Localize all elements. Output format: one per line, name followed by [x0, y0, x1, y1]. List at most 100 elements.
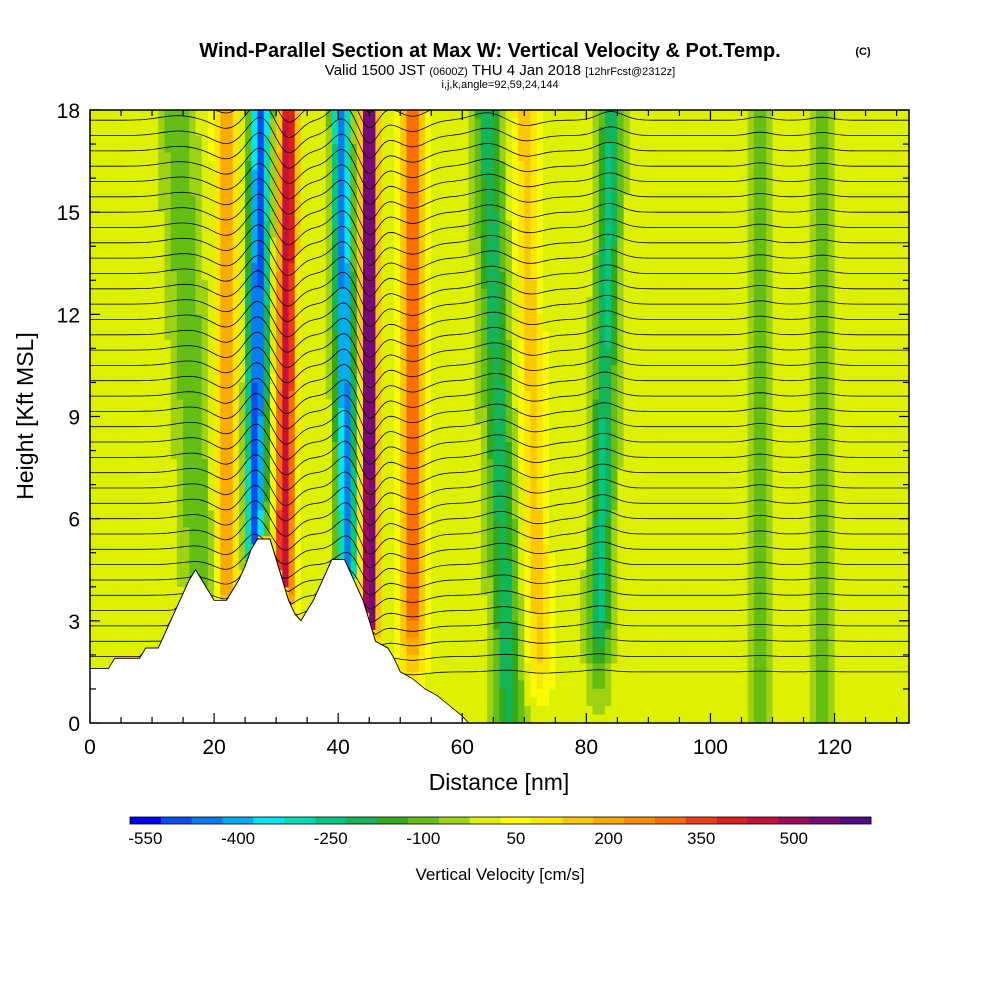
velocity-cell: [232, 110, 240, 120]
velocity-cell: [642, 399, 649, 409]
velocity-cell: [654, 263, 662, 273]
velocity-cell: [846, 246, 854, 256]
velocity-cell: [226, 212, 234, 222]
velocity-cell: [679, 416, 687, 426]
velocity-cell: [828, 195, 836, 205]
velocity-cell: [815, 348, 823, 358]
velocity-cell: [400, 407, 408, 418]
velocity-cell: [145, 246, 153, 256]
velocity-cell: [158, 390, 166, 401]
velocity-cell: [567, 382, 575, 392]
velocity-cell: [338, 305, 345, 315]
velocity-cell: [474, 246, 482, 256]
velocity-cell: [363, 399, 370, 409]
velocity-cell: [766, 407, 774, 418]
velocity-cell: [195, 280, 203, 290]
velocity-cell: [567, 254, 575, 264]
velocity-cell: [567, 220, 575, 230]
velocity-cell: [853, 390, 860, 401]
velocity-cell: [791, 305, 798, 315]
velocity-cell: [536, 186, 544, 196]
velocity-cell: [108, 305, 116, 315]
velocity-cell: [611, 305, 618, 315]
velocity-cell: [698, 339, 705, 349]
velocity-cell: [170, 229, 178, 239]
velocity-cell: [356, 331, 364, 341]
velocity-cell: [865, 399, 873, 409]
velocity-cell: [238, 407, 246, 418]
velocity-cell: [704, 305, 712, 315]
velocity-cell: [598, 161, 606, 171]
velocity-cell: [853, 322, 860, 332]
velocity-cell: [822, 373, 829, 384]
velocity-cell: [127, 365, 135, 375]
velocity-cell: [884, 237, 891, 247]
velocity-cell: [536, 322, 544, 332]
velocity-cell: [896, 407, 904, 418]
velocity-cell: [344, 305, 352, 315]
velocity-cell: [158, 263, 166, 273]
velocity-cell: [418, 280, 426, 290]
velocity-cell: [375, 169, 383, 179]
velocity-cell: [673, 212, 681, 222]
velocity-cell: [201, 152, 209, 162]
velocity-cell: [840, 246, 848, 256]
velocity-cell: [846, 390, 854, 401]
velocity-cell: [269, 246, 277, 256]
velocity-cell: [580, 331, 587, 341]
velocity-cell: [766, 212, 774, 222]
velocity-cell: [133, 365, 141, 375]
velocity-cell: [698, 263, 705, 273]
velocity-cell: [828, 212, 836, 222]
velocity-cell: [772, 135, 780, 145]
velocity-cell: [108, 390, 116, 401]
velocity-cell: [859, 161, 867, 171]
velocity-cell: [238, 271, 246, 281]
velocity-cell: [257, 237, 265, 247]
velocity-cell: [530, 220, 538, 230]
velocity-cell: [96, 212, 103, 222]
velocity-cell: [877, 127, 885, 137]
velocity-cell: [232, 356, 240, 367]
velocity-cell: [890, 212, 898, 222]
velocity-cell: [623, 229, 631, 239]
velocity-cell: [133, 425, 141, 435]
velocity-cell: [691, 110, 699, 120]
velocity-cell: [158, 425, 166, 435]
velocity-cell: [121, 246, 128, 256]
velocity-cell: [729, 254, 736, 264]
velocity-cell: [660, 271, 668, 281]
velocity-cell: [127, 331, 135, 341]
velocity-cell: [542, 254, 550, 264]
velocity-cell: [741, 203, 749, 213]
velocity-cell: [667, 229, 674, 239]
velocity-cell: [809, 212, 817, 222]
velocity-cell: [766, 127, 774, 137]
velocity-cell: [561, 161, 569, 171]
velocity-cell: [660, 203, 668, 213]
velocity-cell: [797, 407, 805, 418]
velocity-cell: [431, 348, 439, 358]
velocity-cell: [344, 229, 352, 239]
velocity-cell: [226, 220, 234, 230]
velocity-cell: [567, 203, 575, 213]
velocity-cell: [846, 297, 854, 307]
velocity-cell: [369, 322, 376, 332]
velocity-cell: [300, 195, 308, 205]
velocity-cell: [636, 246, 643, 256]
velocity-cell: [623, 365, 631, 375]
velocity-cell: [480, 288, 488, 298]
velocity-cell: [90, 254, 97, 264]
velocity-cell: [679, 339, 687, 349]
velocity-cell: [152, 382, 159, 392]
velocity-cell: [375, 110, 383, 120]
velocity-cell: [623, 246, 631, 256]
velocity-cell: [586, 280, 594, 290]
velocity-cell: [741, 169, 749, 179]
velocity-cell: [276, 144, 283, 154]
velocity-cell: [828, 399, 836, 409]
velocity-cell: [201, 178, 209, 188]
velocity-cell: [530, 186, 538, 196]
velocity-cell: [586, 220, 594, 230]
velocity-cell: [784, 161, 792, 171]
